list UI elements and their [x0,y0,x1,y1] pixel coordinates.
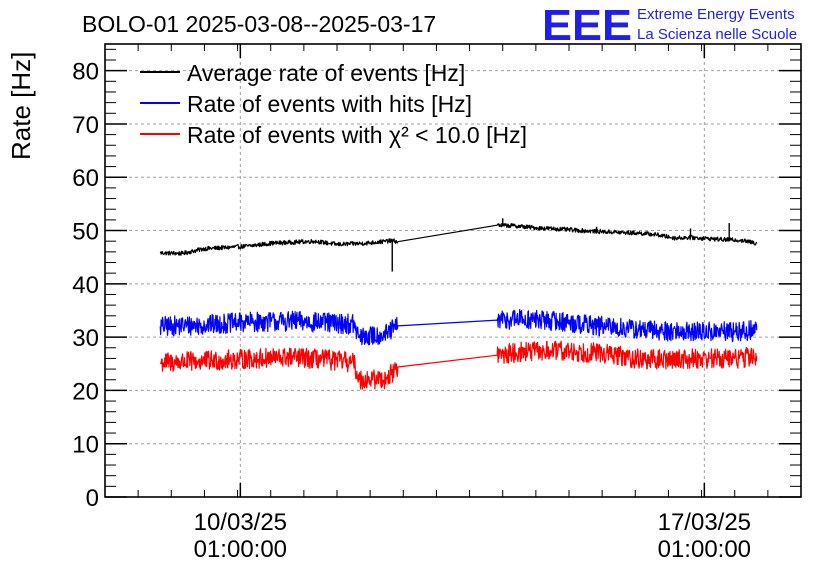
y-tick-label: 20 [72,378,99,405]
legend-label-hits: Rate of events with hits [Hz] [187,91,472,117]
legend-label-average: Average rate of events [Hz] [187,60,465,86]
series-line [159,309,758,346]
legend-label-chi2: Rate of events with χ² < 10.0 [Hz] [187,122,527,148]
y-tick-label: 60 [72,165,99,192]
x-tick-label-date: 17/03/25 [658,509,751,536]
eee-logo-line1: Extreme Energy Events [637,6,795,23]
chart-title: BOLO-01 2025-03-08--2025-03-17 [82,11,436,37]
y-tick-label: 40 [72,272,99,299]
y-tick-label: 30 [72,325,99,352]
y-tick-label: 10 [72,432,99,459]
y-tick-label: 0 [86,485,99,512]
grid [105,44,801,497]
series-lines [159,218,758,390]
eee-logo-mark: EEE [542,1,632,50]
series-line [159,222,758,256]
y-tick-label: 50 [72,219,99,246]
x-tick-label-time: 01:00:00 [194,536,287,563]
eee-logo: EEE Extreme Energy Events La Scienza nel… [542,1,797,50]
y-tick-label: 70 [72,112,99,139]
legend: Average rate of events [Hz] Rate of even… [140,60,527,148]
eee-logo-line2: La Scienza nelle Scuole [637,26,797,43]
y-tick-label: 80 [72,59,99,86]
series-line [159,340,758,390]
plot-frame [104,43,802,498]
x-tick-label-time: 01:00:00 [658,536,751,563]
y-axis-label: Rate [Hz] [6,52,36,160]
x-tick-label-date: 10/03/25 [194,509,287,536]
axis-ticks: 0102030405060708010/03/2501:00:0017/03/2… [72,44,802,563]
